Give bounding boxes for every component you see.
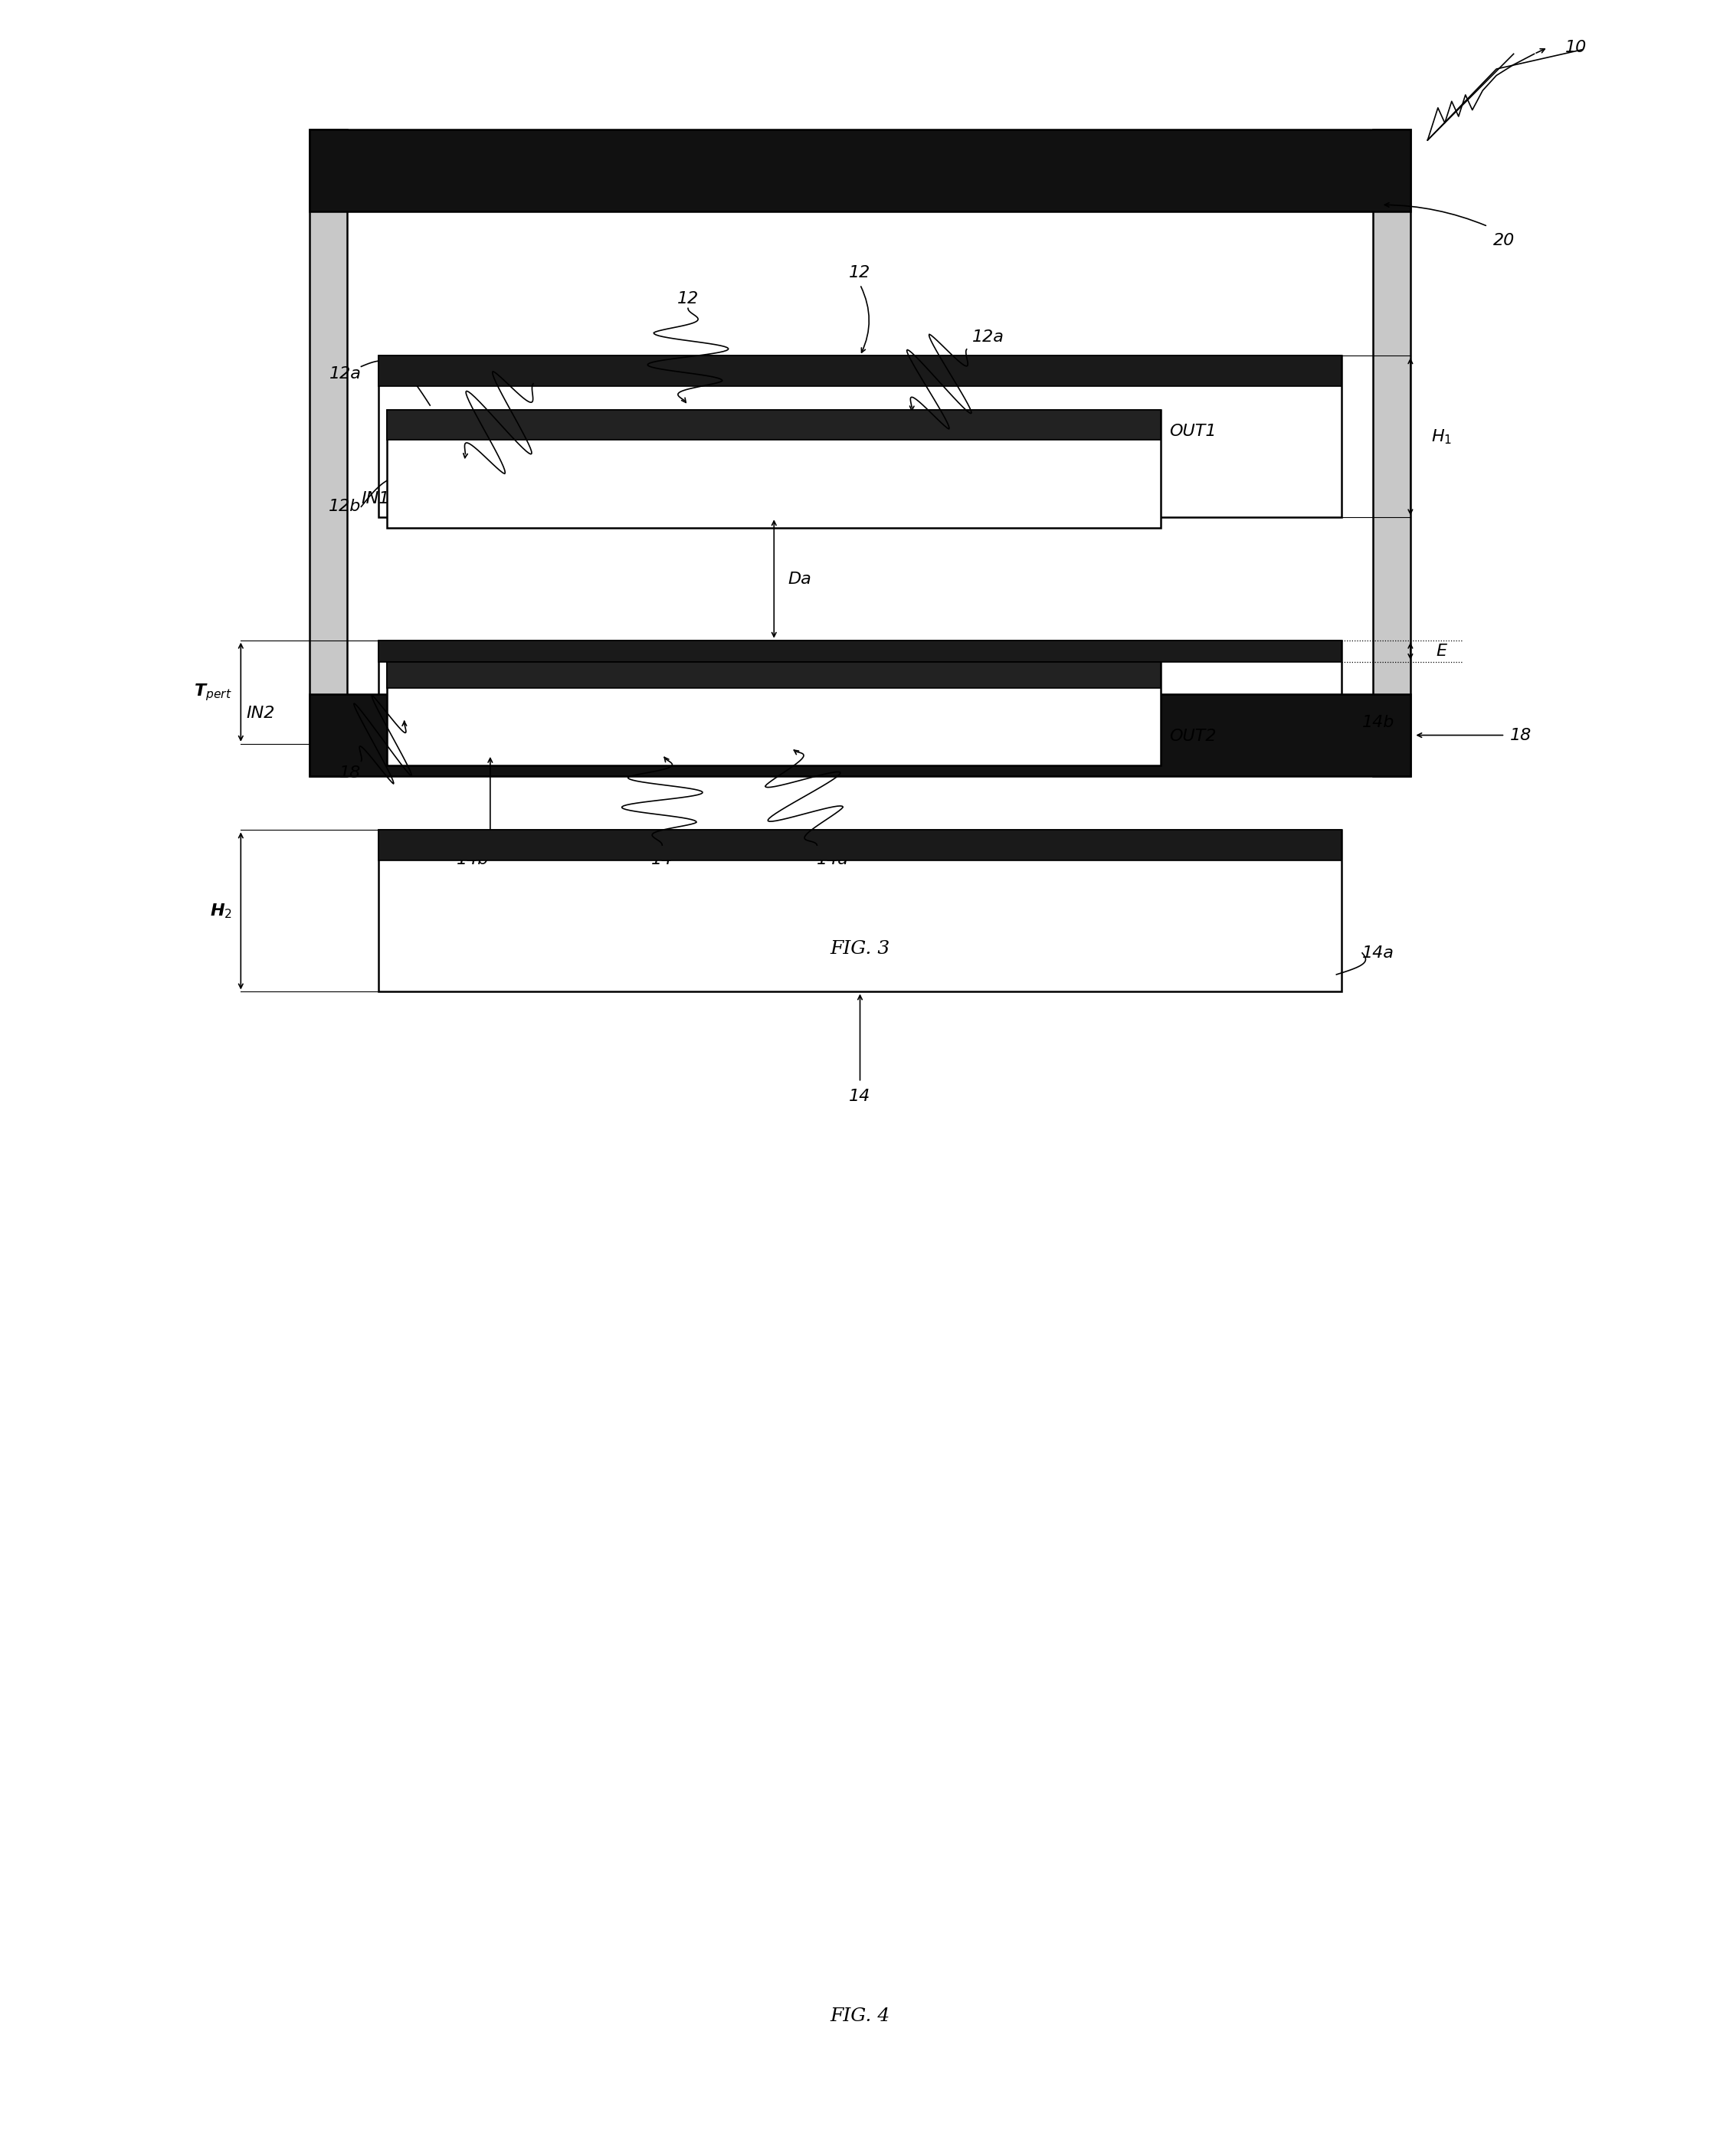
Text: T$_{pert}$: T$_{pert}$: [194, 681, 232, 703]
Text: 12a: 12a: [329, 367, 361, 382]
Bar: [310, 129, 347, 776]
Bar: [387, 662, 1161, 688]
Bar: [310, 694, 1410, 776]
Text: 10: 10: [1565, 39, 1588, 56]
Text: OUT1: OUT1: [1170, 423, 1216, 440]
Text: FIG. 3: FIG. 3: [831, 940, 889, 957]
Bar: [378, 356, 1342, 517]
Text: 14b: 14b: [1362, 714, 1395, 731]
Text: H$_1$: H$_1$: [1431, 427, 1452, 446]
Text: OUT2: OUT2: [1170, 729, 1216, 744]
Bar: [310, 129, 1410, 211]
Text: 12: 12: [678, 291, 698, 306]
Text: 18: 18: [1510, 727, 1533, 744]
Text: 12a: 12a: [972, 330, 1004, 345]
Text: 14a: 14a: [817, 852, 850, 867]
Bar: [378, 830, 1342, 860]
Bar: [387, 662, 1161, 765]
Bar: [378, 356, 1342, 386]
Text: 20: 20: [1493, 233, 1515, 248]
Text: H$_2$: H$_2$: [210, 901, 232, 921]
Text: 14b: 14b: [458, 852, 488, 867]
Text: 14: 14: [850, 1089, 870, 1104]
Bar: [378, 640, 1342, 744]
Text: IN2: IN2: [246, 705, 275, 722]
Text: E: E: [1436, 642, 1447, 660]
Bar: [387, 410, 1161, 440]
Bar: [1373, 129, 1410, 776]
Bar: [387, 410, 1161, 528]
Text: FIG. 4: FIG. 4: [831, 2007, 889, 2024]
Text: 12b: 12b: [525, 364, 557, 379]
Text: IN1: IN1: [361, 492, 390, 507]
Text: 12: 12: [850, 265, 870, 280]
Text: 14: 14: [652, 852, 673, 867]
Text: 18: 18: [339, 765, 361, 780]
Bar: [378, 640, 1342, 662]
Bar: [378, 830, 1342, 992]
Text: 14a: 14a: [1362, 944, 1395, 962]
Text: 12b: 12b: [329, 498, 361, 515]
Text: Da: Da: [788, 571, 812, 586]
